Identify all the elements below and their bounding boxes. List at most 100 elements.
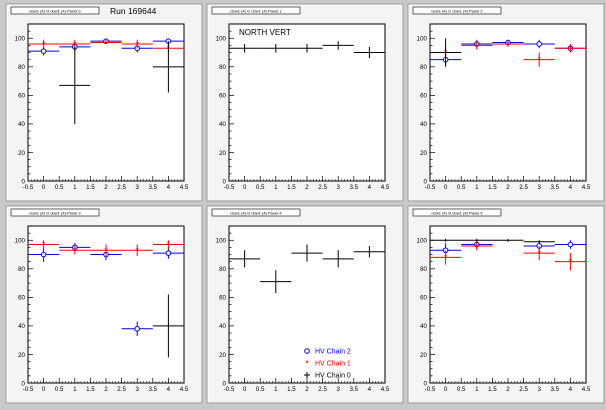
x-tick-label: 0 xyxy=(444,184,448,191)
title-box-frame xyxy=(211,6,301,15)
x-tick-label: 0 xyxy=(243,386,247,393)
data-point-circle xyxy=(536,41,543,47)
data-point-star: * xyxy=(42,39,46,49)
x-tick-label: 3 xyxy=(336,184,340,191)
y-tick-label: 0 xyxy=(424,380,428,387)
data-point-star: * xyxy=(475,241,479,251)
x-tick-label: 3 xyxy=(135,386,139,393)
legend-marker-circle xyxy=(304,348,310,354)
y-tick-label: 100 xyxy=(417,36,428,43)
x-tick-label: 2 xyxy=(506,184,510,191)
x-tick-label: 3 xyxy=(336,386,340,393)
y-tick-label: 40 xyxy=(219,323,226,330)
x-tick-label: 0 xyxy=(243,184,247,191)
y-tick-label: 60 xyxy=(18,295,25,302)
x-tick-label: 3.5 xyxy=(550,184,559,191)
data-point-star: * xyxy=(135,246,139,256)
data-point-circle xyxy=(40,48,47,54)
panel-title: dow1 (4) O dow1 (4) Panel 0 xyxy=(29,8,81,13)
x-tick-label: 1.5 xyxy=(86,386,95,393)
x-tick-label: -0.5 xyxy=(23,184,34,191)
x-tick-label: 3 xyxy=(135,184,139,191)
series-0 xyxy=(229,41,385,59)
x-tick-label: 3 xyxy=(537,386,541,393)
y-tick-label: 80 xyxy=(18,266,25,273)
title-box-frame xyxy=(412,6,502,15)
y-tick-label: 60 xyxy=(420,295,427,302)
panel-title: dow1 (4) O dow1 (4) Panel 4 xyxy=(230,210,282,215)
data-point-star: * xyxy=(537,249,541,259)
legend-label: HV Chain 0 xyxy=(315,373,351,380)
x-tick-label: 2 xyxy=(305,386,309,393)
x-tick-label: 4.5 xyxy=(582,386,591,393)
x-tick-label: 1.5 xyxy=(287,184,296,191)
y-tick-label: 0 xyxy=(424,178,428,185)
x-tick-label: 4 xyxy=(368,184,372,191)
series-2 xyxy=(430,238,555,244)
y-tick-label: 40 xyxy=(18,323,25,330)
x-tick-label: 2.5 xyxy=(318,386,327,393)
y-tick-label: 80 xyxy=(219,266,226,273)
y-tick-label: 0 xyxy=(223,178,227,185)
y-tick-label: 80 xyxy=(18,64,25,71)
x-tick-label: 4 xyxy=(569,386,573,393)
y-tick-label: 20 xyxy=(18,352,25,359)
x-tick-label: 4.5 xyxy=(180,184,189,191)
y-tick-label: 20 xyxy=(420,150,427,157)
data-point-star: * xyxy=(73,246,77,256)
x-tick-label: 2.5 xyxy=(117,386,126,393)
data-point-star: * xyxy=(475,41,479,51)
x-tick-label: 0.5 xyxy=(457,386,466,393)
y-tick-label: 40 xyxy=(219,121,226,128)
panel-title-box: dow1 (4) O dow1 (4) Panel 1 xyxy=(211,6,301,15)
panel-annotation: NORTH VERT xyxy=(239,28,291,37)
panel-0: dow1 (4) O dow1 (4) Panel 0 Run 169644020… xyxy=(5,3,203,202)
x-tick-label: 2.5 xyxy=(519,386,528,393)
y-tick-label: 40 xyxy=(18,121,25,128)
data-point-star: * xyxy=(104,246,108,256)
series-1: * * * * * xyxy=(28,240,184,256)
title-box-frame xyxy=(412,208,502,217)
x-tick-label: 1 xyxy=(475,184,479,191)
x-tick-label: 0.5 xyxy=(55,386,64,393)
x-tick-label: 2 xyxy=(506,386,510,393)
x-tick-label: 2 xyxy=(305,184,309,191)
x-tick-label: 4.5 xyxy=(180,386,189,393)
y-tick-label: 80 xyxy=(420,266,427,273)
x-tick-label: 2 xyxy=(104,386,108,393)
legend-entry: HV Chain 0 xyxy=(304,372,351,380)
x-tick-label: 0.5 xyxy=(55,184,64,191)
x-tick-label: 4.5 xyxy=(381,184,390,191)
series-0 xyxy=(229,244,385,294)
data-point-star: * xyxy=(104,38,108,48)
title-box-frame xyxy=(10,6,100,15)
x-tick-label: -0.5 xyxy=(425,184,436,191)
y-tick-label: 100 xyxy=(216,36,227,43)
data-point-star: * xyxy=(444,253,448,263)
series-2 xyxy=(430,38,462,67)
y-tick-label: 100 xyxy=(216,238,227,245)
panel-title: dow1 (4) O dow1 (4) Panel 5 xyxy=(431,210,483,215)
y-tick-label: 60 xyxy=(219,93,226,100)
data-point-star: * xyxy=(569,44,573,54)
y-tick-label: 100 xyxy=(417,238,428,245)
x-tick-label: 1 xyxy=(73,386,77,393)
x-tick-label: 1 xyxy=(73,184,77,191)
plot-frame xyxy=(429,23,587,182)
panel-title: dow1 (4) O dow1 (4) Panel 2 xyxy=(431,8,483,13)
x-tick-label: 0.5 xyxy=(256,386,265,393)
x-tick-label: 1 xyxy=(274,184,278,191)
x-tick-label: 4.5 xyxy=(381,386,390,393)
legend-entry: HV Chain 2 xyxy=(304,348,351,356)
y-tick-label: 40 xyxy=(420,121,427,128)
y-tick-label: 80 xyxy=(219,64,226,71)
x-tick-label: 4 xyxy=(569,184,573,191)
x-tick-label: 2.5 xyxy=(519,184,528,191)
y-tick-label: 20 xyxy=(18,150,25,157)
panel-3: dow1 (4) O dow1 (4) Panel 3020406080100-… xyxy=(5,205,203,404)
y-tick-label: 0 xyxy=(22,178,26,185)
y-tick-label: 0 xyxy=(22,380,26,387)
title-box-frame xyxy=(211,208,301,217)
y-tick-label: 40 xyxy=(420,323,427,330)
